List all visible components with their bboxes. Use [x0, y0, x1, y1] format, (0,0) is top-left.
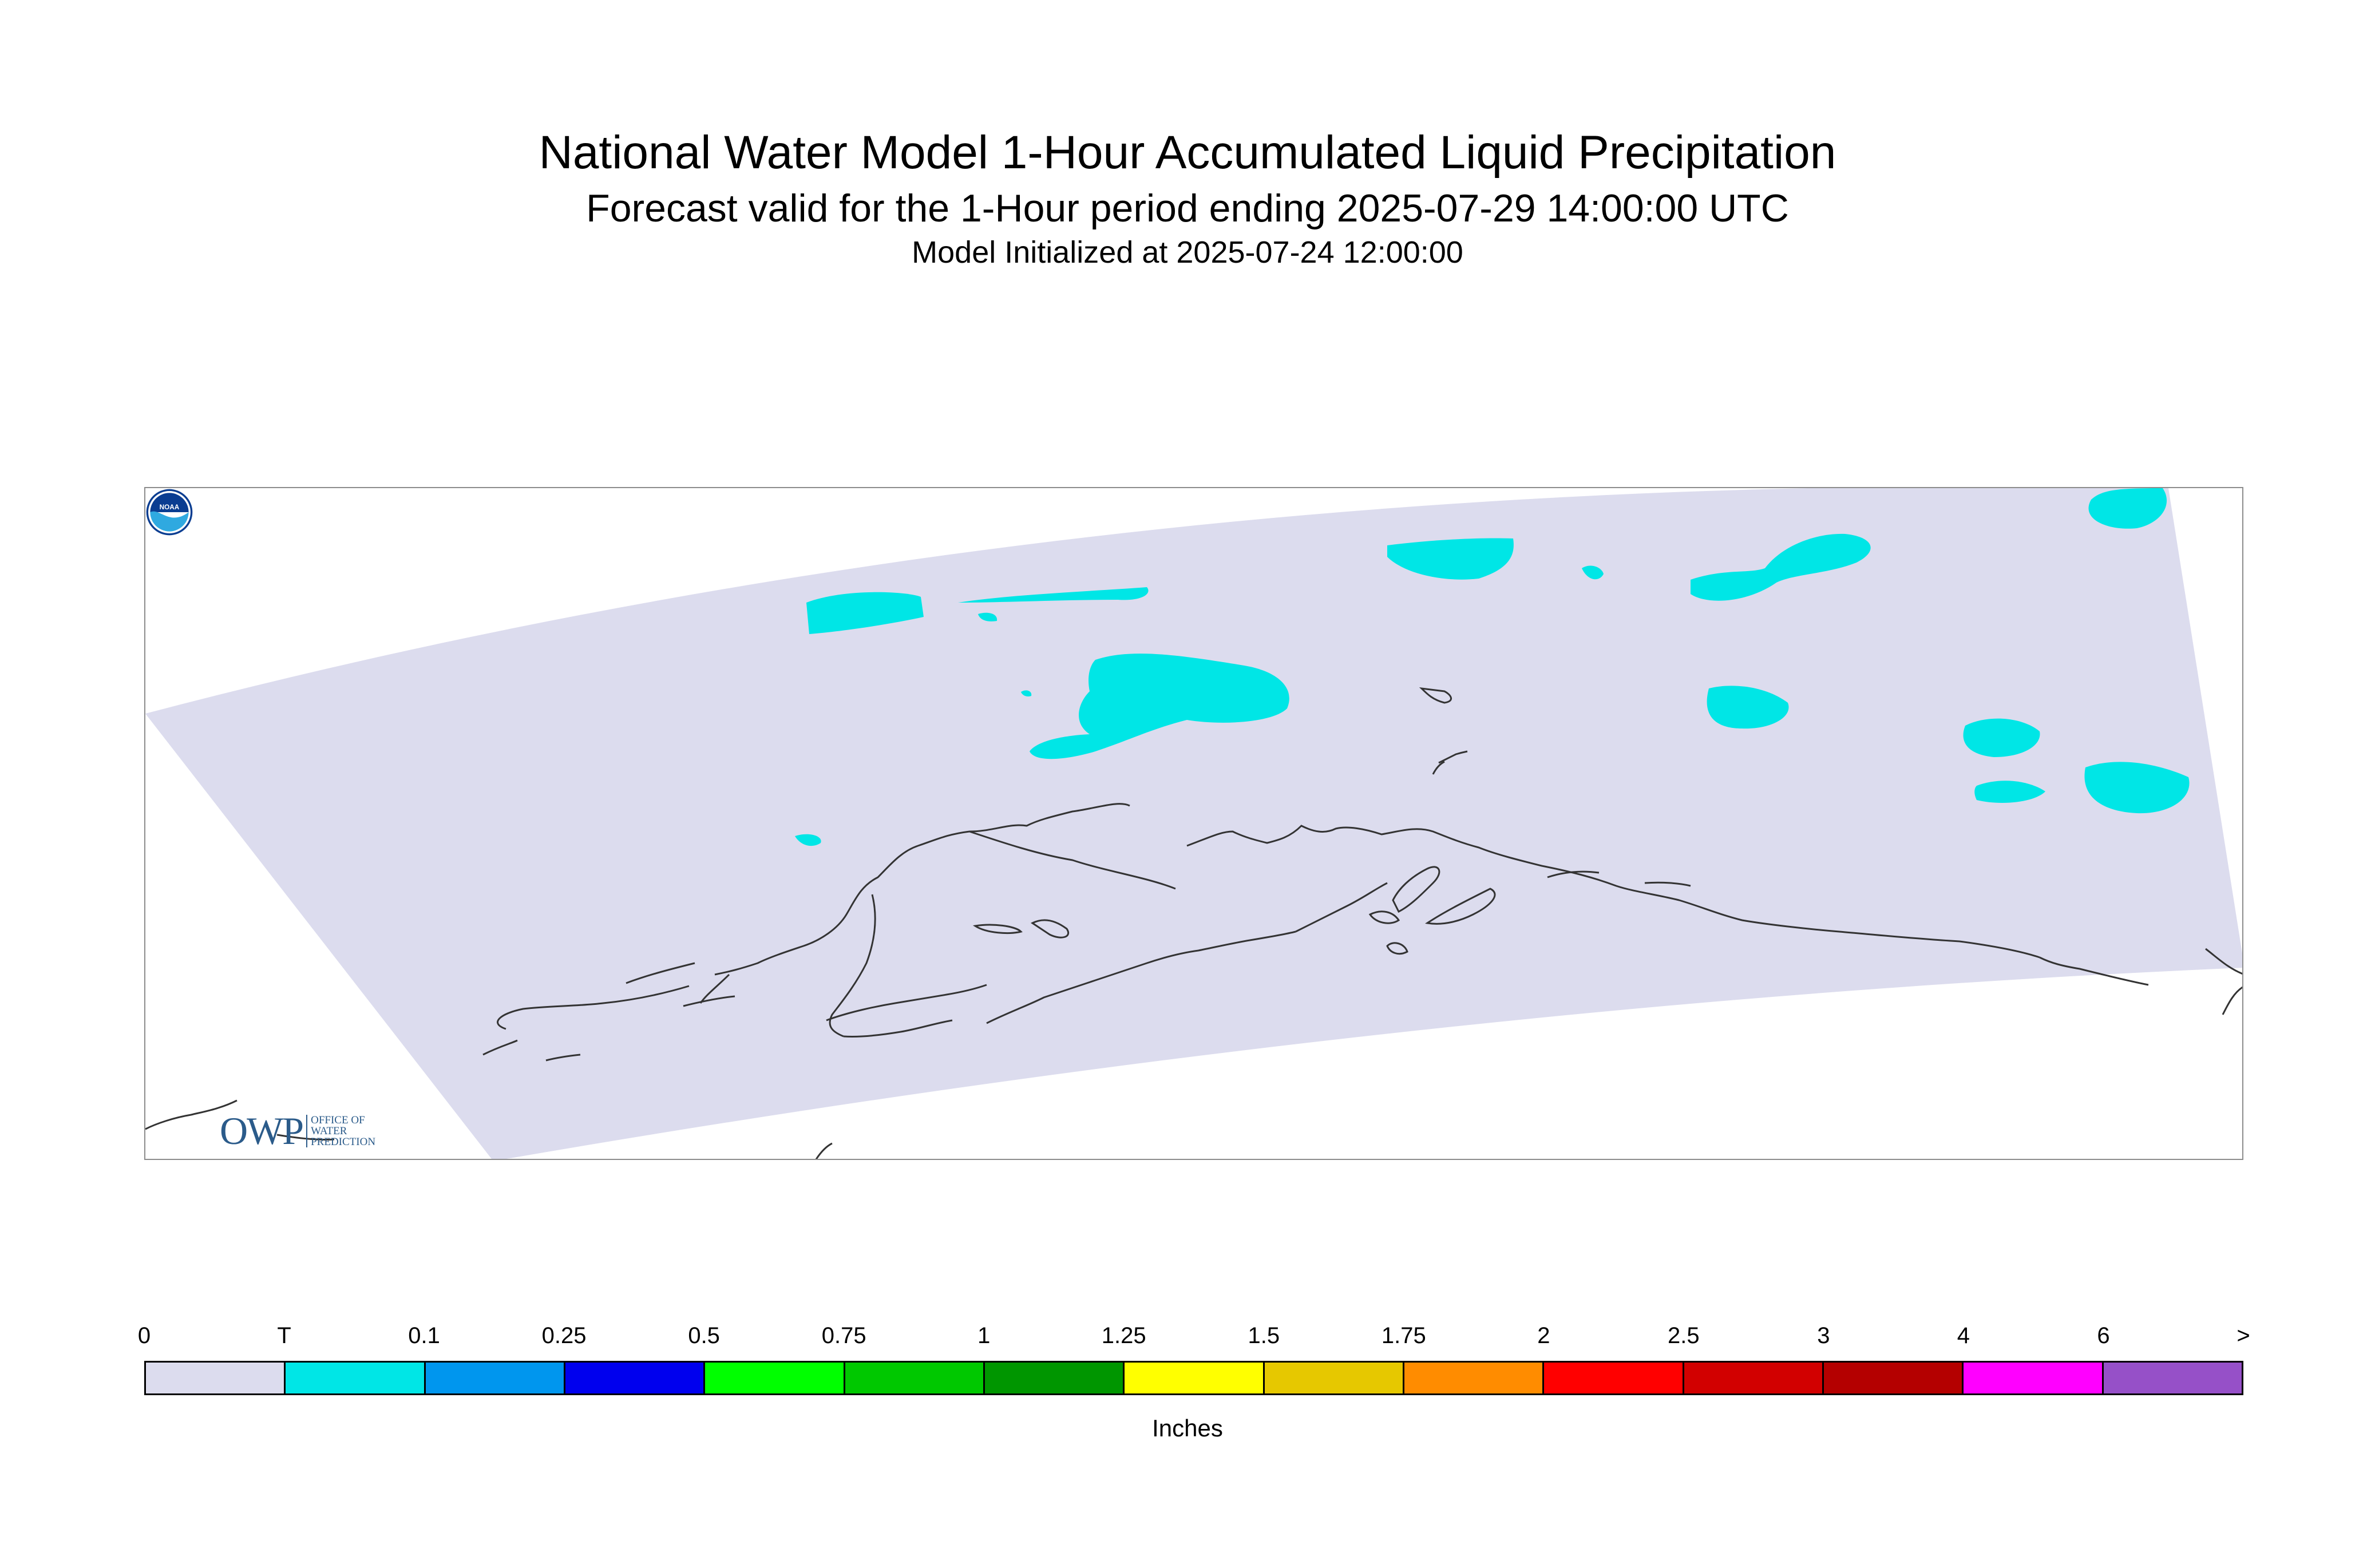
legend-tick-label: 3 — [1817, 1323, 1830, 1348]
precip-areas — [795, 488, 2190, 846]
legend-tick-label: > — [2237, 1323, 2250, 1348]
owp-logo-subtext: OFFICE OF WATER PREDICTION — [306, 1114, 376, 1148]
map-canvas — [145, 488, 2242, 1159]
legend-tick-label: 4 — [1957, 1323, 1970, 1348]
legend-units: Inches — [1152, 1415, 1223, 1442]
legend-swatch — [1684, 1363, 1824, 1393]
legend-swatch — [845, 1363, 985, 1393]
owp-line-3: PREDICTION — [311, 1135, 376, 1148]
model-domain — [145, 488, 2242, 1159]
legend-swatch — [2103, 1363, 2242, 1393]
legend-swatch — [1264, 1363, 1404, 1393]
legend-swatch — [286, 1363, 426, 1393]
noaa-logo-text: NOAA — [160, 504, 180, 511]
map-panel[interactable]: OWP OFFICE OF WATER PREDICTION NOAA — [144, 487, 2243, 1160]
legend-swatch — [425, 1363, 565, 1393]
legend-tick-label: 2.5 — [1668, 1323, 1700, 1348]
legend-tick-label: 0.5 — [688, 1323, 720, 1348]
color-legend — [144, 1361, 2243, 1395]
init-subtitle: Model Initialized at 2025-07-24 12:00:00 — [912, 235, 1463, 270]
owp-line-1: OFFICE OF — [311, 1114, 365, 1126]
owp-line-2: WATER — [311, 1124, 347, 1137]
legend-swatch — [1823, 1363, 1964, 1393]
legend-tick-label: 2 — [1537, 1323, 1550, 1348]
forecast-subtitle: Forecast valid for the 1-Hour period end… — [586, 187, 1789, 230]
owp-logo-text: OWP — [220, 1108, 304, 1153]
legend-tick-label: 1.25 — [1101, 1323, 1146, 1348]
legend-swatch — [984, 1363, 1125, 1393]
legend-tick-label: 0.25 — [541, 1323, 587, 1348]
legend-tick-label: 1 — [977, 1323, 991, 1348]
legend-tick-label: 1.5 — [1248, 1323, 1280, 1348]
noaa-logo: NOAA — [146, 489, 193, 536]
legend-swatch — [146, 1363, 286, 1393]
legend-tick-label: 0 — [137, 1323, 151, 1348]
legend-swatch — [565, 1363, 706, 1393]
coastlines — [145, 687, 2242, 1159]
legend-swatch — [1964, 1363, 2104, 1393]
legend-tick-label: 0.75 — [821, 1323, 866, 1348]
legend-tick-label: 1.75 — [1381, 1323, 1426, 1348]
legend-tick-label: 0.1 — [408, 1323, 440, 1348]
legend-swatch — [1404, 1363, 1545, 1393]
legend-tick-label: 6 — [2097, 1323, 2110, 1348]
map-title: National Water Model 1-Hour Accumulated … — [539, 126, 1836, 179]
legend-swatch — [1125, 1363, 1265, 1393]
legend-tick-label: T — [277, 1323, 291, 1348]
legend-swatch — [705, 1363, 845, 1393]
legend-swatch — [1544, 1363, 1684, 1393]
owp-logo: OWP OFFICE OF WATER PREDICTION — [220, 1108, 376, 1153]
